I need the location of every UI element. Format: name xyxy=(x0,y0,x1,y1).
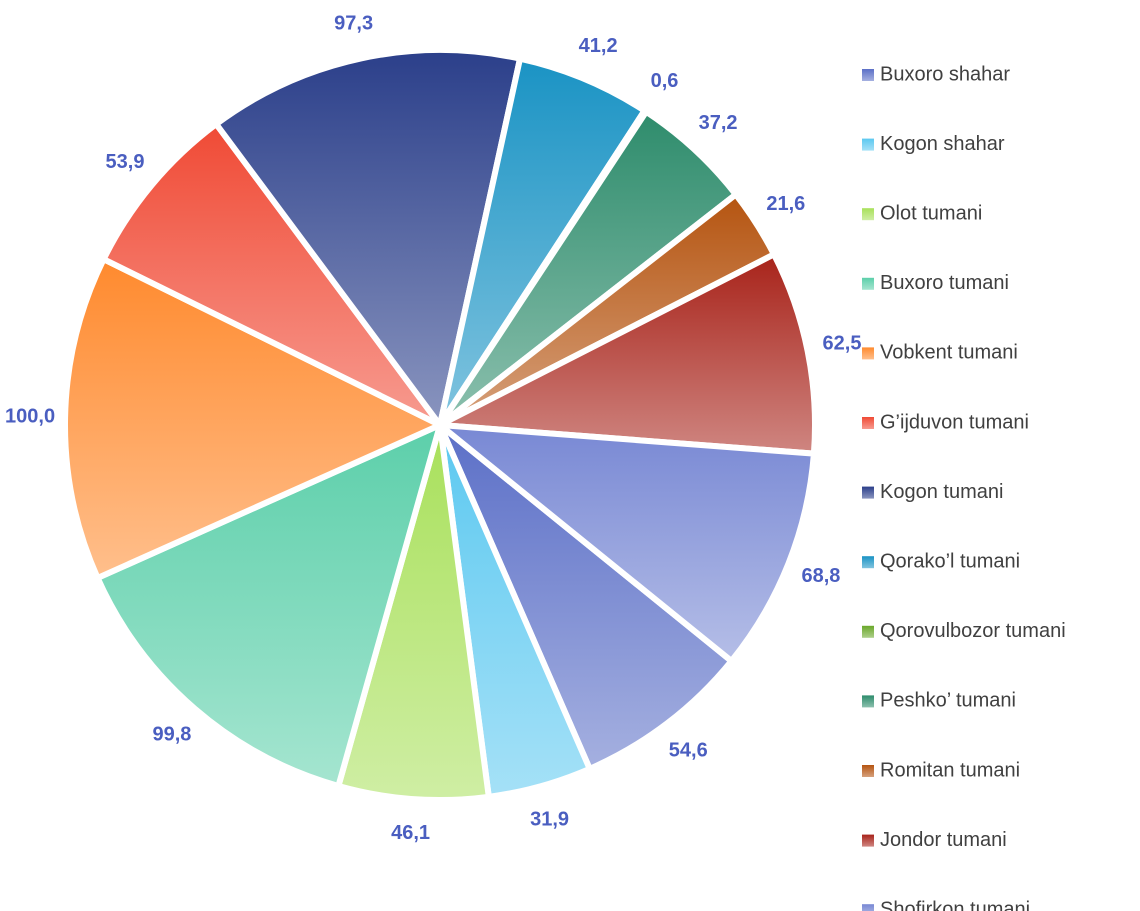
legend-label: Buxoro shahar xyxy=(880,63,1010,85)
data-label: 99,8 xyxy=(152,724,191,746)
data-label: 100,0 xyxy=(5,405,55,427)
pie-slice xyxy=(437,422,817,664)
pie-slice xyxy=(94,422,443,789)
legend-label: Vobkent tumani xyxy=(880,342,1018,364)
pie-slice xyxy=(335,422,492,803)
data-label: 21,6 xyxy=(766,193,805,215)
legend-label: Romitan tumani xyxy=(880,759,1020,781)
legend-swatch xyxy=(862,69,874,81)
legend-label: Qorako’l tumani xyxy=(880,550,1020,572)
data-label: 54,6 xyxy=(669,740,708,762)
legend-label: Peshko’ tumani xyxy=(880,690,1016,712)
legend-swatch xyxy=(862,625,874,638)
data-label: 68,8 xyxy=(801,565,840,587)
data-label: 46,1 xyxy=(391,822,430,844)
data-label: 62,5 xyxy=(823,333,862,355)
legend-label: Jondor tumani xyxy=(880,829,1007,851)
legend-swatch xyxy=(862,556,874,569)
pie-slice xyxy=(100,121,443,428)
legend-swatch xyxy=(862,417,874,429)
legend-swatch xyxy=(862,138,874,151)
legend-swatch xyxy=(862,904,874,911)
legend-swatch xyxy=(862,277,874,290)
data-label: 53,9 xyxy=(106,151,145,173)
legend-swatch xyxy=(862,486,874,499)
pie-slice xyxy=(437,251,818,457)
legend-swatch xyxy=(862,834,874,847)
data-label: 97,3 xyxy=(334,12,373,34)
legend-swatch xyxy=(862,695,874,708)
legend-swatch xyxy=(862,765,874,777)
pie-slice xyxy=(62,256,443,581)
legend-label: Shofirkon tumani xyxy=(880,898,1030,911)
legend-label: Buxoro tumani xyxy=(880,272,1009,294)
legend-label: Qorovulbozor tumani xyxy=(880,620,1066,642)
data-label: 37,2 xyxy=(699,112,738,134)
data-label: 41,2 xyxy=(579,35,618,57)
legend-label: Kogon tumani xyxy=(880,481,1003,503)
legend-label: Kogon shahar xyxy=(880,133,1005,155)
pie-slice xyxy=(213,47,524,428)
legend-swatch xyxy=(862,208,874,221)
legend-label: G’ijduvon tumani xyxy=(880,411,1029,433)
legend-swatch xyxy=(862,347,874,360)
legend-label: Olot tumani xyxy=(880,202,982,224)
pie-slice xyxy=(437,422,735,772)
data-label: 0,6 xyxy=(651,70,679,92)
data-label: 31,9 xyxy=(530,808,569,830)
